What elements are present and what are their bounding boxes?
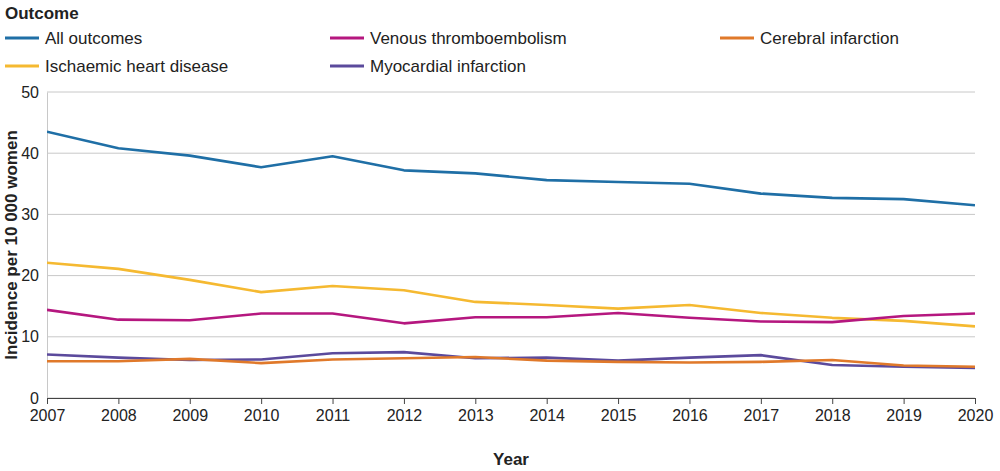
legend-title: Outcome <box>5 4 79 23</box>
x-tick-label: 2017 <box>744 407 780 424</box>
y-tick: 30 <box>21 206 47 223</box>
x-tick-label: 2016 <box>672 407 708 424</box>
chart: 0102030405020072008200920102011201220132… <box>0 0 1000 471</box>
series-line <box>47 310 975 323</box>
legend-swatch <box>5 37 39 40</box>
x-axis-title: Year <box>493 450 529 469</box>
x-tick-mark <box>47 398 48 404</box>
y-tick-label: 20 <box>21 267 39 284</box>
x-tick-mark <box>975 398 976 404</box>
x-tick: 2017 <box>744 398 780 424</box>
grid-line <box>47 336 975 337</box>
x-tick-label: 2018 <box>815 407 851 424</box>
x-tick-label: 2013 <box>458 407 494 424</box>
grid-line <box>47 153 975 154</box>
lines <box>47 132 975 368</box>
grid-line <box>47 214 975 215</box>
x-tick-mark <box>618 398 619 404</box>
x-tick-label: 2011 <box>316 407 351 424</box>
legend-item: All outcomes <box>5 29 142 48</box>
x-tick-mark <box>261 398 262 404</box>
x-tick-label: 2014 <box>529 407 565 424</box>
y-axis-line <box>47 93 48 399</box>
y-tick-label: 0 <box>30 390 39 407</box>
y-tick: 50 <box>21 84 47 101</box>
x-tick-mark <box>333 398 334 404</box>
legend-label: All outcomes <box>45 29 142 48</box>
x-tick: 2008 <box>101 398 137 424</box>
grid-line <box>47 275 975 276</box>
y-tick: 20 <box>21 267 47 284</box>
x-tick: 2012 <box>387 398 423 424</box>
legend-label: Ischaemic heart disease <box>45 57 228 76</box>
legend-item: Cerebral infarction <box>720 29 899 48</box>
x-tick: 2010 <box>244 398 280 424</box>
x-tick: 2009 <box>172 398 208 424</box>
x-tick-label: 2019 <box>886 407 922 424</box>
x-tick: 2014 <box>529 398 565 424</box>
legend-swatch <box>5 65 39 68</box>
grid-line <box>47 398 975 399</box>
x-tick-mark <box>118 398 119 404</box>
x-axis-line <box>48 398 976 399</box>
x-tick-label: 2020 <box>958 407 994 424</box>
x-tick-mark <box>761 398 762 404</box>
x-axis: 2007 2008 2009 2010 2011 2012 2013 2014 2015 2016… <box>30 398 994 424</box>
x-tick-label: 2008 <box>101 407 137 424</box>
legend-label: Cerebral infarction <box>760 29 899 48</box>
x-tick: 2020 <box>958 398 994 424</box>
x-tick: 2007 <box>30 398 66 424</box>
x-tick: 2018 <box>815 398 851 424</box>
x-tick-label: 2010 <box>244 407 280 424</box>
y-tick-label: 40 <box>21 145 39 162</box>
x-tick: 2011 <box>316 398 351 424</box>
y-axis: 0 10 20 30 40 50 <box>21 84 47 407</box>
legend-item: Venous thromboembolism <box>330 29 567 48</box>
y-tick: 10 <box>21 328 47 345</box>
y-tick-label: 50 <box>21 84 39 101</box>
x-tick-label: 2007 <box>30 407 66 424</box>
legend-swatch <box>720 37 754 40</box>
series-line <box>47 352 975 368</box>
grid <box>47 92 975 398</box>
x-tick: 2019 <box>886 398 922 424</box>
y-tick-label: 10 <box>21 328 39 345</box>
x-tick: 2016 <box>672 398 708 424</box>
legend-label: Venous thromboembolism <box>370 29 567 48</box>
series-line <box>47 357 975 367</box>
grid-line <box>47 92 975 93</box>
legend-label: Myocardial infarction <box>370 57 526 76</box>
legend-item: Ischaemic heart disease <box>5 57 228 76</box>
x-tick-label: 2015 <box>601 407 637 424</box>
x-tick: 2013 <box>458 398 494 424</box>
y-tick: 40 <box>21 145 47 162</box>
x-tick-label: 2009 <box>172 407 208 424</box>
series-line <box>47 263 975 327</box>
x-tick: 2015 <box>601 398 637 424</box>
legend: Outcome All outcomes Ischaemic heart disea… <box>5 4 899 76</box>
x-tick-label: 2012 <box>387 407 423 424</box>
x-tick-mark <box>904 398 905 404</box>
x-tick-mark <box>404 398 405 404</box>
series-line <box>47 132 975 205</box>
y-tick-label: 30 <box>21 206 39 223</box>
legend-item: Myocardial infarction <box>330 57 526 76</box>
x-tick-mark <box>475 398 476 404</box>
legend-swatch <box>330 37 364 40</box>
y-tick: 0 <box>30 390 47 407</box>
x-tick-mark <box>190 398 191 404</box>
x-tick-mark <box>689 398 690 404</box>
x-tick-mark <box>547 398 548 404</box>
x-tick-mark <box>832 398 833 404</box>
y-axis-title: Incidence per 10 000 women <box>2 130 21 360</box>
legend-swatch <box>330 65 364 68</box>
